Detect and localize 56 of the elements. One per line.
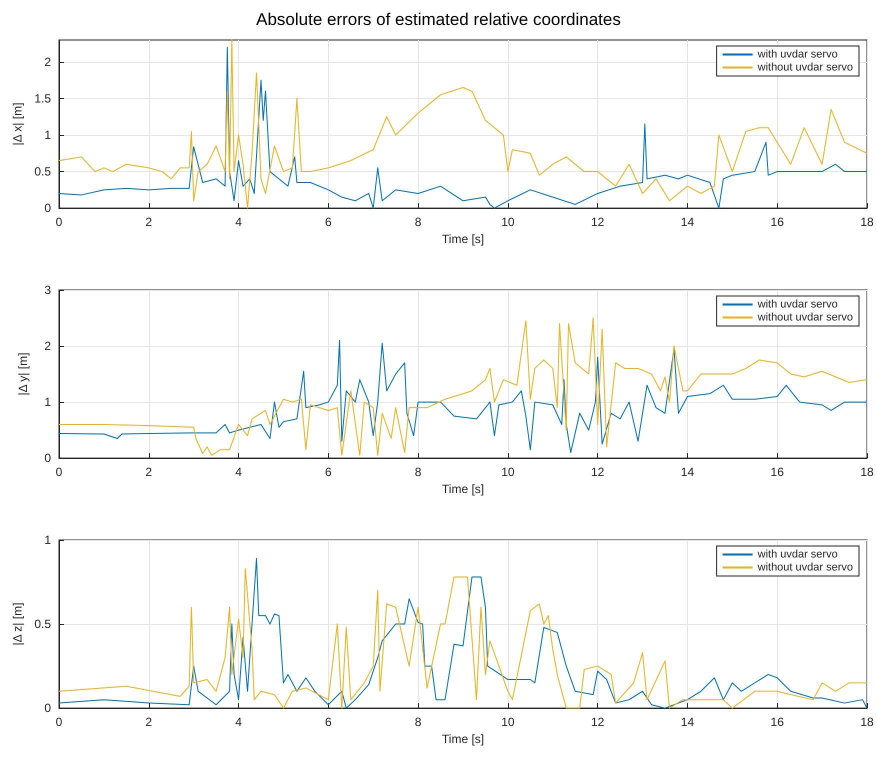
x-tick-label: 8 (414, 715, 422, 730)
x-tick-label: 2 (145, 215, 152, 230)
x-tick-label: 10 (501, 465, 515, 480)
x-tick-label: 4 (235, 215, 242, 230)
y-axis-title: |Δ y| [m] (16, 352, 30, 396)
x-axis-title: Time [s] (442, 732, 484, 746)
y-tick-label: 0.5 (34, 617, 52, 632)
y-tick-label: 0.5 (34, 164, 52, 179)
x-axis-title: Time [s] (442, 482, 484, 496)
y-tick-label: 3 (44, 283, 52, 297)
y-tick-label: 0 (44, 201, 52, 216)
chart-title: Absolute errors of estimated relative coordinates (256, 10, 621, 29)
legend-label: with uvdar servo (756, 48, 838, 60)
line-series (58, 340, 868, 453)
x-tick-label: 4 (235, 715, 242, 730)
x-tick-label: 12 (590, 215, 605, 230)
x-tick-label: 16 (770, 465, 784, 480)
x-tick-label: 10 (501, 715, 515, 730)
x-tick-label: 14 (680, 215, 694, 230)
x-tick-label: 6 (324, 465, 332, 480)
legend-label: without uvdar servo (756, 562, 854, 574)
legend-label: with uvdar servo (756, 298, 838, 310)
y-tick-label: 2 (44, 54, 52, 69)
x-tick-label: 18 (860, 715, 874, 730)
x-tick-label: 12 (590, 715, 605, 730)
legend-label: with uvdar servo (756, 548, 838, 560)
x-tick-label: 2 (145, 465, 152, 480)
x-tick-label: 14 (680, 465, 694, 480)
x-tick-label: 0 (56, 715, 63, 730)
x-tick-label: 8 (414, 465, 422, 480)
x-tick-label: 6 (324, 715, 332, 730)
x-tick-label: 4 (235, 465, 242, 480)
x-tick-label: 6 (324, 215, 332, 230)
y-tick-label: 0 (44, 451, 52, 466)
x-tick-label: 12 (590, 465, 605, 480)
x-axis-title: Time [s] (442, 232, 484, 246)
legend-label: without uvdar servo (756, 312, 854, 324)
x-tick-label: 14 (680, 715, 694, 730)
x-tick-label: 0 (56, 215, 63, 230)
x-tick-label: 18 (860, 215, 874, 230)
x-tick-label: 2 (145, 715, 152, 730)
y-axis-title: |Δ x| [m] (10, 102, 24, 146)
x-tick-label: 8 (414, 215, 422, 230)
y-tick-label: 1 (44, 395, 52, 410)
y-tick-label: 0 (44, 701, 52, 716)
legend-label: without uvdar servo (756, 62, 854, 74)
x-tick-label: 10 (501, 215, 515, 230)
y-tick-label: 1 (44, 533, 52, 547)
x-tick-label: 16 (770, 715, 784, 730)
x-tick-label: 0 (56, 465, 63, 480)
x-tick-label: 16 (770, 215, 784, 230)
y-tick-label: 1 (44, 128, 52, 142)
y-axis-title: |Δ z| [m] (10, 602, 24, 646)
y-tick-label: 2 (44, 339, 52, 354)
x-tick-label: 18 (860, 465, 874, 480)
y-tick-label: 1.5 (34, 91, 52, 106)
